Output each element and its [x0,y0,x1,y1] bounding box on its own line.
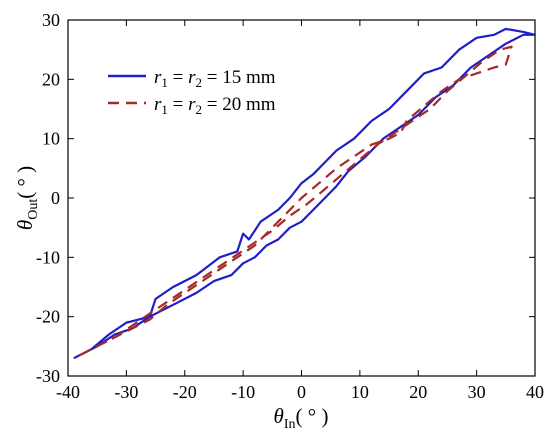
x-tick-label: 0 [297,382,306,402]
y-axis-label: θOut( ° ) [13,166,41,230]
y-tick-label: 30 [42,10,60,30]
x-tick-label: 30 [468,382,486,402]
y-axis-ticks: -30 -20 -10 0 10 20 30 [36,10,535,386]
x-tick-label: 10 [351,382,369,402]
legend: r1 = r2 = 15 mm r1 = r2 = 20 mm [108,67,276,117]
y-tick-label: -10 [36,247,60,267]
x-tick-label: -40 [56,382,80,402]
y-tick-label: -30 [36,366,60,386]
x-tick-label: 40 [526,382,544,402]
y-tick-label: 20 [42,69,60,89]
y-tick-label: -20 [36,307,60,327]
x-tick-label: -30 [114,382,138,402]
x-tick-label: -20 [173,382,197,402]
legend-label-15mm: r1 = r2 = 15 mm [154,67,276,90]
x-tick-label: -10 [231,382,255,402]
x-axis-ticks: -40 -30 -20 -10 0 10 20 30 40 [56,20,544,402]
series-group [73,27,537,360]
y-tick-label: 0 [51,188,60,208]
series-line-15mm [73,27,537,360]
x-tick-label: 20 [409,382,427,402]
series-line-20mm [79,45,513,357]
legend-label-20mm: r1 = r2 = 20 mm [154,94,276,117]
x-axis-label: θIn( ° ) [274,404,329,432]
y-tick-label: 10 [42,129,60,149]
